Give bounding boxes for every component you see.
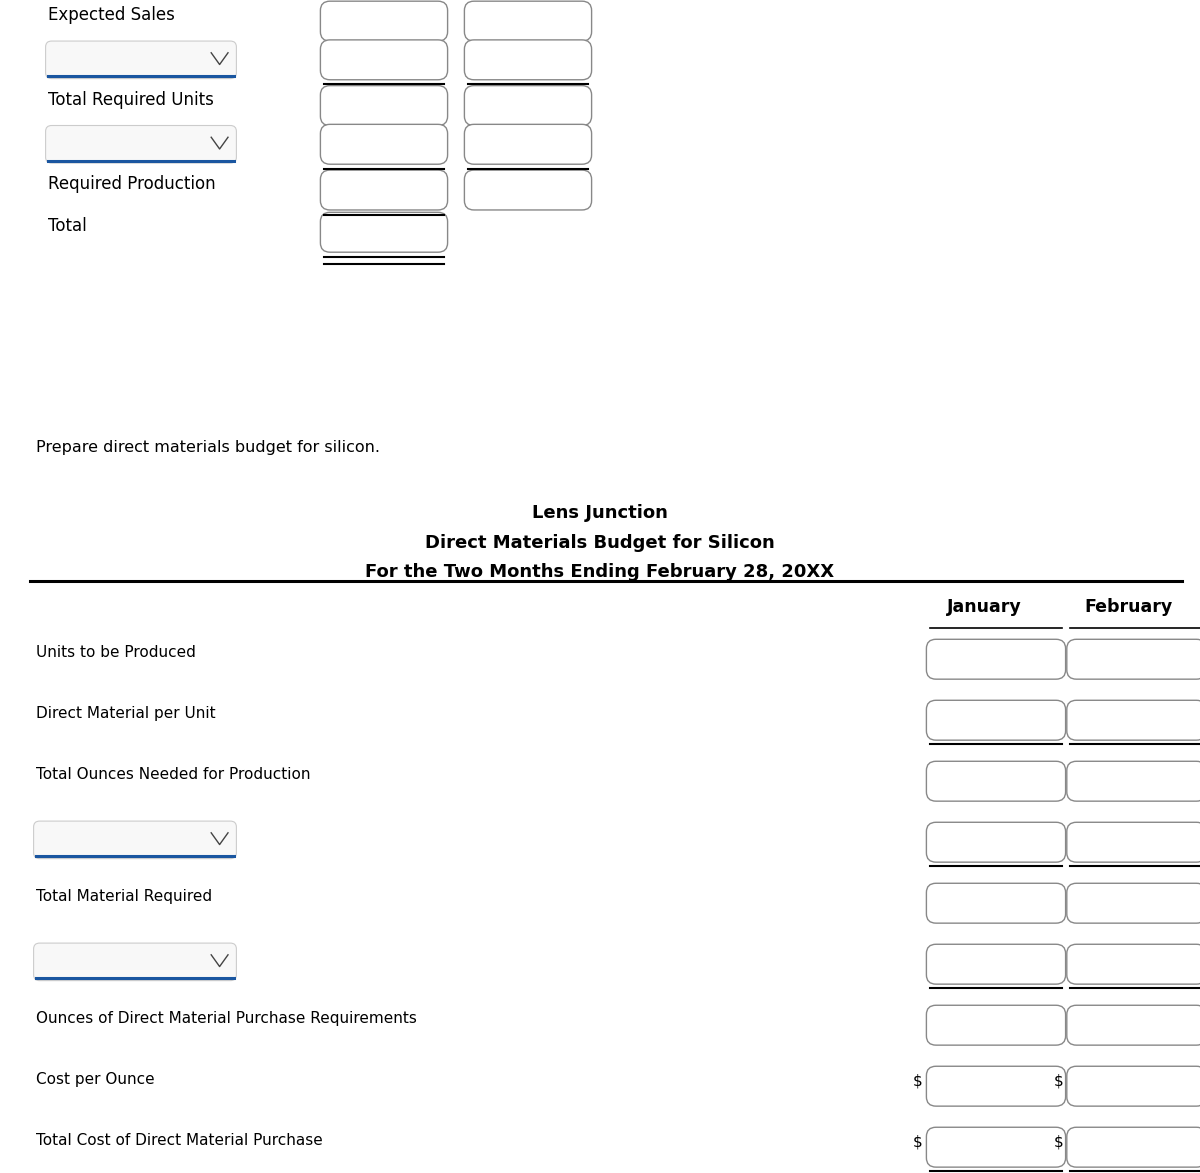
FancyBboxPatch shape — [320, 124, 448, 164]
FancyBboxPatch shape — [1067, 1066, 1200, 1106]
FancyBboxPatch shape — [926, 639, 1066, 679]
FancyBboxPatch shape — [1067, 944, 1200, 984]
FancyBboxPatch shape — [320, 170, 448, 210]
Text: Total: Total — [48, 217, 86, 236]
Text: Cost per Ounce: Cost per Ounce — [36, 1072, 155, 1087]
FancyBboxPatch shape — [926, 1005, 1066, 1045]
FancyBboxPatch shape — [320, 212, 448, 252]
FancyBboxPatch shape — [926, 761, 1066, 801]
Text: Required Production: Required Production — [48, 175, 216, 194]
FancyBboxPatch shape — [1067, 700, 1200, 740]
FancyBboxPatch shape — [926, 1066, 1066, 1106]
FancyBboxPatch shape — [464, 170, 592, 210]
FancyBboxPatch shape — [926, 1127, 1066, 1167]
FancyBboxPatch shape — [320, 1, 448, 41]
Text: For the Two Months Ending February 28, 20XX: For the Two Months Ending February 28, 2… — [366, 563, 834, 581]
FancyBboxPatch shape — [926, 944, 1066, 984]
FancyBboxPatch shape — [1067, 1005, 1200, 1045]
Text: Units to be Produced: Units to be Produced — [36, 645, 196, 660]
FancyBboxPatch shape — [926, 883, 1066, 923]
FancyBboxPatch shape — [1067, 883, 1200, 923]
Text: $: $ — [1054, 1134, 1063, 1150]
Text: January: January — [947, 598, 1021, 616]
Text: February: February — [1084, 598, 1172, 616]
Text: Lens Junction: Lens Junction — [532, 504, 668, 522]
FancyBboxPatch shape — [926, 822, 1066, 862]
FancyBboxPatch shape — [34, 943, 236, 981]
Text: $: $ — [913, 1134, 923, 1150]
Text: Ounces of Direct Material Purchase Requirements: Ounces of Direct Material Purchase Requi… — [36, 1011, 416, 1026]
FancyBboxPatch shape — [1067, 639, 1200, 679]
Text: Total Cost of Direct Material Purchase: Total Cost of Direct Material Purchase — [36, 1133, 323, 1148]
FancyBboxPatch shape — [46, 126, 236, 163]
Text: Direct Materials Budget for Silicon: Direct Materials Budget for Silicon — [425, 534, 775, 551]
Text: Total Required Units: Total Required Units — [48, 90, 214, 109]
FancyBboxPatch shape — [1067, 1127, 1200, 1167]
FancyBboxPatch shape — [464, 86, 592, 126]
Text: $: $ — [913, 1073, 923, 1089]
FancyBboxPatch shape — [464, 40, 592, 80]
FancyBboxPatch shape — [1067, 761, 1200, 801]
FancyBboxPatch shape — [320, 86, 448, 126]
FancyBboxPatch shape — [320, 40, 448, 80]
Text: Total Material Required: Total Material Required — [36, 889, 212, 904]
Text: $: $ — [1054, 1073, 1063, 1089]
FancyBboxPatch shape — [926, 700, 1066, 740]
Text: Prepare direct materials budget for silicon.: Prepare direct materials budget for sili… — [36, 440, 380, 455]
FancyBboxPatch shape — [34, 821, 236, 859]
Text: Expected Sales: Expected Sales — [48, 6, 175, 25]
Text: Direct Material per Unit: Direct Material per Unit — [36, 706, 216, 721]
FancyBboxPatch shape — [464, 124, 592, 164]
FancyBboxPatch shape — [464, 1, 592, 41]
Text: Total Ounces Needed for Production: Total Ounces Needed for Production — [36, 767, 311, 782]
FancyBboxPatch shape — [1067, 822, 1200, 862]
FancyBboxPatch shape — [46, 41, 236, 79]
